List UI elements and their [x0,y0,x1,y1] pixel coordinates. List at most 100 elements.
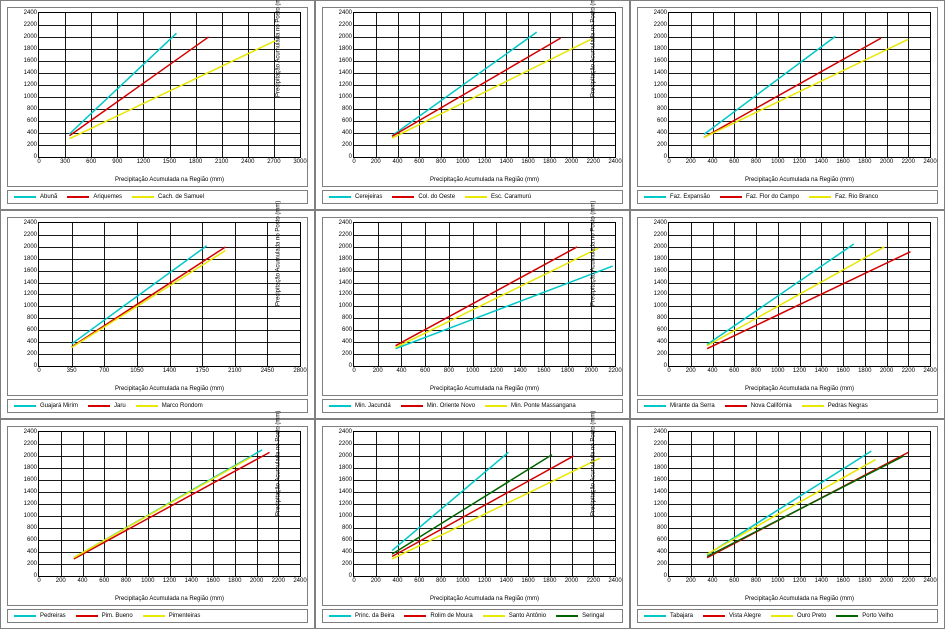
xtick: 1400 [500,159,513,165]
ytick: 400 [657,130,667,136]
ytick: 800 [657,525,667,531]
xtick: 1400 [513,368,526,374]
xtick: 2200 [587,578,600,584]
series-line [707,460,876,555]
x-axis-label: Precipitação Acumulada na Região (mm) [430,177,539,183]
xtick: 1750 [195,368,208,374]
x-axis-label: Precipitação Acumulada na Região (mm) [745,596,854,602]
xtick: 2800 [293,368,306,374]
ytick: 800 [342,525,352,531]
legend-label: Esc. Caramurú [491,194,531,200]
xtick: 0 [37,159,40,165]
xtick: 800 [121,578,131,584]
ytick: 2400 [24,220,37,226]
legend: Princ. da BeiraRolim de MouraSanto Antôn… [322,609,623,623]
xtick: 1200 [490,368,503,374]
legend: Faz. ExpansãoFaz. Flor do CampoFaz. Rio … [637,190,938,204]
legend-swatch [401,405,423,407]
series-line [72,250,226,347]
plot-area: 2004006008001000120014001600180020002200… [668,431,931,577]
xtick: 1600 [206,578,219,584]
legend-swatch [143,615,165,617]
ytick: 2200 [24,22,37,28]
xtick: 600 [99,578,109,584]
x-axis-label: Precipitação Acumulada na Região (mm) [430,386,539,392]
plot-area: 2004006008001000120014001600180020002200… [38,431,301,577]
xtick: 800 [436,159,446,165]
ytick: 2000 [24,34,37,40]
ytick: 2400 [24,429,37,435]
series-line [392,459,600,560]
xtick: 400 [707,578,717,584]
ytick: 1800 [654,46,667,52]
ytick: 1000 [24,513,37,519]
xtick: 1000 [141,578,154,584]
ytick: 2000 [339,244,352,250]
ytick: 2000 [24,244,37,250]
panel-8: 2004006008001000120014001600180020002200… [630,419,945,629]
legend-label: Pim. Bueno [102,613,133,619]
ytick: 1400 [654,280,667,286]
series-line [707,247,884,346]
legend-label: Faz. Flor do Campo [746,194,799,200]
xtick: 1600 [521,578,534,584]
ytick: 1600 [339,477,352,483]
legend-item: Santo Antônio [483,613,546,619]
xtick: 1000 [456,159,469,165]
xtick: 1800 [858,368,871,374]
xtick: 2000 [585,368,598,374]
legend-label: Nova Califórnia [751,403,792,409]
legend-swatch [465,196,487,198]
legend-item: Faz. Flor do Campo [720,194,799,200]
xtick: 1200 [793,578,806,584]
legend-swatch [136,405,158,407]
xtick: 0 [667,368,670,374]
chart-2: 2004006008001000120014001600180020002200… [637,7,938,187]
legend-item: Rolim de Moura [404,613,472,619]
ytick: 1800 [654,256,667,262]
xtick: 0 [352,368,355,374]
legend-item: Cach. de Samuel [132,194,204,200]
xtick: 1800 [543,578,556,584]
ytick: 400 [27,130,37,136]
xtick: 600 [86,159,96,165]
xtick: 350 [67,368,77,374]
ytick: 600 [657,327,667,333]
ytick: 1200 [24,501,37,507]
ytick: 2000 [654,244,667,250]
ytick: 800 [342,315,352,321]
xtick: 2200 [608,368,621,374]
ytick: 1200 [339,82,352,88]
legend-label: Cach. de Samuel [158,194,204,200]
series-line [69,33,176,134]
panel-0: 2004006008001000120014001600180020002200… [0,0,315,210]
legend-item: Tabajara [644,613,693,619]
legend-label: Vista Alegre [729,613,761,619]
ytick: 200 [27,351,37,357]
panel-5: 2004006008001000120014001600180020002200… [630,210,945,420]
ytick: 1200 [654,291,667,297]
ytick: 1600 [339,58,352,64]
ytick: 1800 [654,465,667,471]
xtick: 1800 [858,159,871,165]
ytick: 1800 [24,256,37,262]
legend-swatch [556,615,578,617]
xtick: 1050 [130,368,143,374]
chart-8: 2004006008001000120014001600180020002200… [637,426,938,606]
panel-6: 2004006008001000120014001600180020002200… [0,419,315,629]
series-line [74,457,251,558]
ytick: 2200 [654,22,667,28]
ytick: 400 [342,549,352,555]
ytick: 200 [27,142,37,148]
xtick: 0 [667,578,670,584]
ytick: 800 [27,106,37,112]
ytick: 400 [342,130,352,136]
ytick: 2400 [24,10,37,16]
xtick: 1000 [771,159,784,165]
charts-grid: 2004006008001000120014001600180020002200… [0,0,945,629]
x-axis-label: Precipitação Acumulada na Região (mm) [115,596,224,602]
ytick: 400 [27,549,37,555]
legend-swatch [720,196,742,198]
legend-swatch [329,196,351,198]
legend-item: Jaru [88,403,126,409]
